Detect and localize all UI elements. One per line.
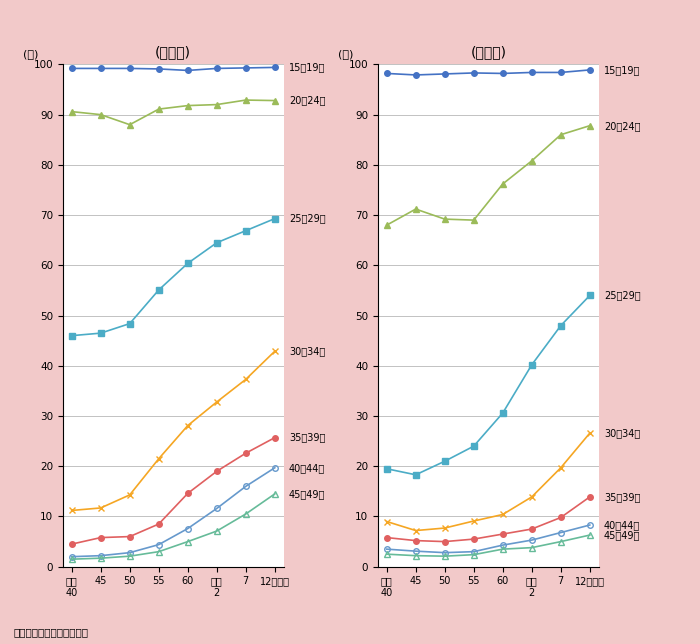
Text: (％): (％): [23, 50, 38, 59]
Text: 45～49歳: 45～49歳: [289, 489, 326, 499]
Text: 資料：総務省「国勢調査」: 資料：総務省「国勢調査」: [14, 627, 89, 638]
Title: (男　性): (男 性): [155, 45, 191, 59]
Text: 20～24歳: 20～24歳: [289, 95, 326, 106]
Title: (女　性): (女 性): [470, 45, 506, 59]
Text: 25～29歳: 25～29歳: [289, 214, 326, 223]
Text: 15～19歳: 15～19歳: [604, 65, 640, 75]
Text: 40～44歳: 40～44歳: [289, 463, 326, 473]
Text: (％): (％): [338, 50, 354, 59]
Text: 45～49歳: 45～49歳: [604, 530, 640, 540]
Text: 15～19歳: 15～19歳: [289, 62, 326, 72]
Text: 35～39歳: 35～39歳: [289, 433, 326, 442]
Text: 30～34歳: 30～34歳: [604, 428, 640, 438]
Text: 35～39歳: 35～39歳: [604, 492, 640, 502]
Text: 40～44歳: 40～44歳: [604, 520, 640, 530]
Text: 30～34歳: 30～34歳: [289, 346, 326, 356]
Text: 20～24歳: 20～24歳: [604, 120, 640, 131]
Text: 25～29歳: 25～29歳: [604, 290, 640, 301]
